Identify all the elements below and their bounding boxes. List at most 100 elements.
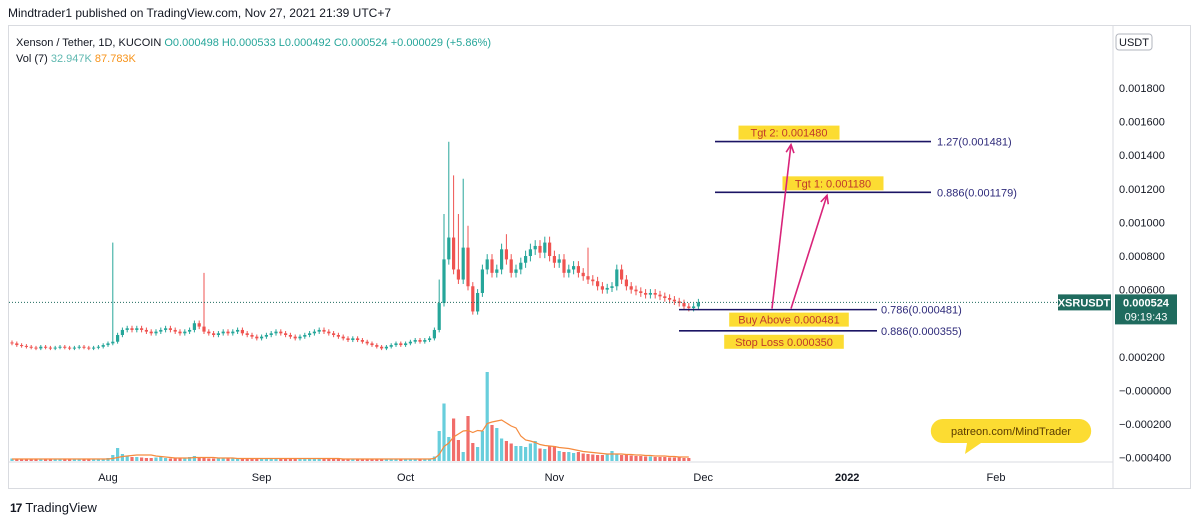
candle-body <box>480 269 484 293</box>
candle-body <box>92 347 96 349</box>
volume-bar <box>682 458 686 461</box>
candle-body <box>380 346 384 349</box>
volume-bar <box>624 455 628 461</box>
candle-body <box>68 347 72 349</box>
candle-body <box>360 340 364 342</box>
volume-bar <box>140 457 144 461</box>
candle-body <box>567 269 571 273</box>
volume-bar <box>120 454 124 461</box>
candle-body <box>677 301 681 304</box>
stop-note-bg <box>724 334 844 349</box>
price-tick-label: 0.001400 <box>1119 150 1165 162</box>
volume-bar <box>365 459 369 461</box>
volume-bar <box>413 459 417 461</box>
volume-bar <box>504 441 508 461</box>
candle-body <box>164 328 168 330</box>
candle-body <box>408 341 412 344</box>
volume-bar <box>380 459 384 461</box>
candlestick-chart[interactable]: 1.27(0.001481) 0.886(0.001179) 0.786(0.000… <box>9 26 1191 488</box>
legend-close: C0.000524 <box>333 37 388 49</box>
volume-bar <box>48 459 52 461</box>
volume-bar <box>236 458 240 461</box>
target2-arrow <box>771 144 792 309</box>
candle-body <box>423 340 427 342</box>
candle-body <box>34 347 38 349</box>
buy-note-bg <box>729 312 849 327</box>
fib-level-label: 0.886(0.000355) <box>881 326 962 338</box>
candle-body <box>370 343 374 346</box>
volume-bar <box>284 459 288 461</box>
candle-body <box>485 259 489 270</box>
candle-body <box>298 336 302 339</box>
candle-body <box>312 331 316 334</box>
volume-bar <box>519 446 523 461</box>
volume-bar <box>207 458 211 461</box>
volume-bar <box>82 459 86 461</box>
volume-bar <box>336 459 340 461</box>
price-tick-label: 0.001800 <box>1119 83 1165 95</box>
volume-bar <box>581 453 585 461</box>
chart-legend: Xenson / Tether, 1D, KUCOIN O0.000498 H0… <box>16 35 491 67</box>
volume-bar <box>408 459 412 461</box>
price-tick-label: −0.000200 <box>1119 419 1171 431</box>
volume-bar <box>644 456 648 461</box>
candle-body <box>144 329 148 332</box>
price-tick-label: 0.001000 <box>1119 217 1165 229</box>
volume-bar <box>341 459 345 461</box>
volume-bar <box>159 457 163 461</box>
candle-body <box>192 323 196 330</box>
promo-note: patreon.com/MindTrader <box>951 426 1071 438</box>
candle-body <box>260 336 264 339</box>
candle-body <box>284 333 288 335</box>
volume-bar <box>308 458 312 461</box>
legend-low: L0.000492 <box>278 37 331 49</box>
price-axis: 0.001800 0.001600 0.001400 0.001200 0.001000… <box>1119 83 1171 465</box>
volume-bar <box>20 459 24 461</box>
volume-bar <box>10 458 14 461</box>
candle-body <box>140 328 144 330</box>
volume-bar <box>351 459 355 461</box>
volume-bar <box>384 459 388 461</box>
volume-bar <box>495 428 499 461</box>
volume-bar <box>672 457 676 461</box>
volume-bar <box>63 459 67 461</box>
price-tick-label: −0.000000 <box>1119 385 1171 397</box>
candle-body <box>183 331 187 334</box>
volume-bar <box>173 458 177 461</box>
candle-body <box>212 333 216 335</box>
target2-note-bg <box>738 125 840 140</box>
volume-layer <box>10 372 691 461</box>
candle-body <box>269 333 273 335</box>
candle-body <box>562 259 566 273</box>
fib-level-label: 0.886(0.001179) <box>937 187 1017 199</box>
time-tick-label: 2022 <box>835 472 859 484</box>
time-axis: Aug Sep Oct Nov Dec 2022 Feb <box>98 472 1005 484</box>
symbol-tag-label: XSRUSDT <box>1058 297 1111 309</box>
candle-body <box>125 328 129 330</box>
candle-body <box>24 345 28 347</box>
currency-badge[interactable] <box>1115 33 1153 51</box>
volume-bar <box>39 459 43 461</box>
candle-body <box>600 286 604 290</box>
volume-bar <box>687 458 691 461</box>
candle-body <box>39 346 43 349</box>
volume-bar <box>399 459 403 461</box>
candle-body <box>413 340 417 342</box>
currency-label: USDT <box>1119 37 1149 49</box>
volume-bar <box>533 441 537 461</box>
candle-body <box>533 245 537 250</box>
volume-bar <box>629 455 633 461</box>
volume-bar <box>202 458 206 461</box>
candle-body <box>44 346 48 348</box>
volume-bar <box>178 458 182 461</box>
volume-bar <box>87 459 91 461</box>
volume-bar <box>240 458 244 461</box>
candle-body <box>447 237 451 260</box>
volume-bar <box>648 456 652 461</box>
volume-bar <box>96 459 100 461</box>
volume-bar <box>192 456 196 461</box>
volume-bar <box>620 455 624 461</box>
candle-body <box>610 286 614 288</box>
candle-body <box>418 340 422 342</box>
candle-body <box>658 294 662 297</box>
